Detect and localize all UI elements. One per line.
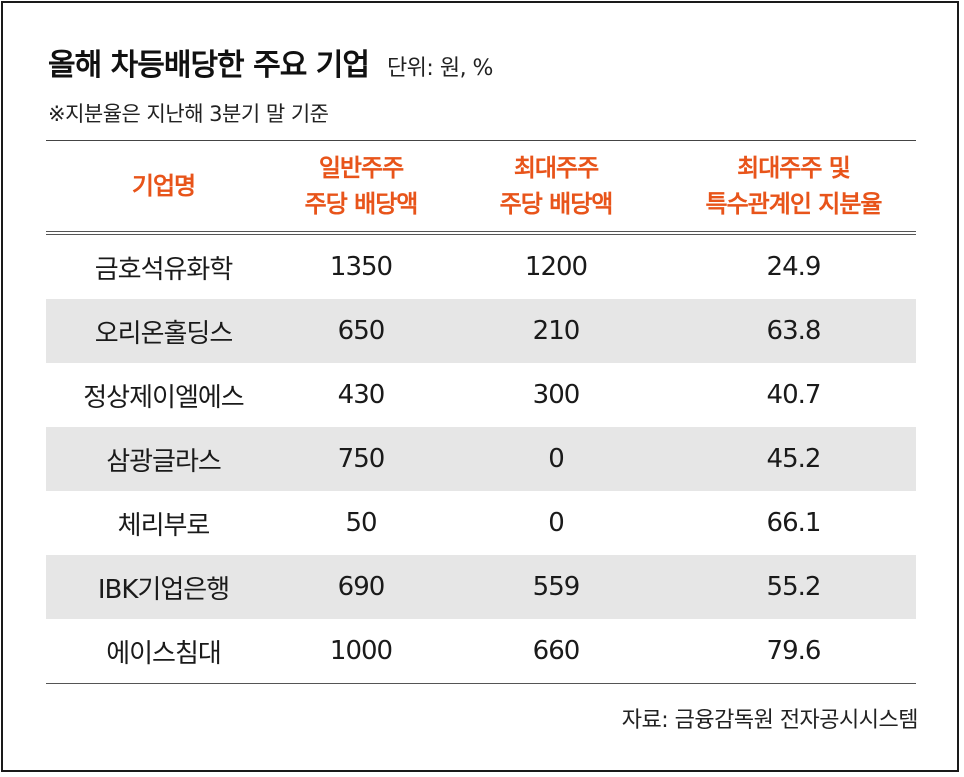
cell-company: 체리부로: [117, 510, 211, 541]
cell-company: IBK기업은행: [97, 574, 230, 605]
cell-major: 0: [548, 444, 565, 474]
cell-general: 1000: [329, 636, 393, 666]
header-stake: 최대주주 및 특수관계인 지분율: [671, 150, 916, 222]
cell-major: 1200: [524, 252, 588, 282]
table-row: 오리온홀딩스 650 210 63.8: [46, 299, 916, 363]
unit-label: 단위: 원, %: [386, 56, 494, 81]
title-row: 올해 차등배당한 주요 기업 단위: 원, %: [48, 40, 493, 84]
header-major-line2: 주당 배당액: [499, 190, 614, 218]
table-row: 에이스침대 1000 660 79.6: [46, 619, 916, 683]
cell-company: 오리온홀딩스: [94, 318, 234, 349]
table-row: 금호석유화학 1350 1200 24.9: [46, 235, 916, 299]
cell-stake: 63.8: [766, 316, 822, 346]
cell-major: 300: [532, 380, 581, 410]
cell-general: 50: [345, 508, 377, 538]
cell-general: 750: [337, 444, 386, 474]
cell-stake: 79.6: [766, 636, 822, 666]
header-company: 기업명: [46, 168, 281, 204]
cell-major: 0: [548, 508, 565, 538]
header-general-line2: 주당 배당액: [304, 190, 419, 218]
cell-stake: 55.2: [766, 572, 822, 602]
header-major-line1: 최대주주: [513, 154, 599, 182]
cell-company: 삼광글라스: [106, 446, 222, 477]
table-row: IBK기업은행 690 559 55.2: [46, 555, 916, 619]
table-bottom-rule: [46, 683, 916, 684]
cell-company: 정상제이엘에스: [83, 382, 244, 413]
table-top-rule: [46, 140, 916, 141]
dividend-table: 기업명 일반주주 주당 배당액 최대주주 주당 배당액 최대주주 및 특수관계인…: [46, 140, 916, 684]
cell-stake: 24.9: [766, 252, 822, 282]
page-title: 올해 차등배당한 주요 기업: [48, 48, 370, 83]
cell-major: 210: [532, 316, 581, 346]
cell-general: 430: [337, 380, 386, 410]
cell-general: 690: [337, 572, 386, 602]
cell-company: 금호석유화학: [94, 254, 234, 285]
source-note: 자료: 금융감독원 전자공시시스템: [621, 708, 919, 733]
cell-stake: 45.2: [766, 444, 822, 474]
header-company-label: 기업명: [131, 172, 196, 200]
cell-major: 660: [532, 636, 581, 666]
table-row: 체리부로 50 0 66.1: [46, 491, 916, 555]
header-general-dividend: 일반주주 주당 배당액: [281, 150, 441, 222]
table-header: 기업명 일반주주 주당 배당액 최대주주 주당 배당액 최대주주 및 특수관계인…: [46, 141, 916, 235]
header-stake-line1: 최대주주 및: [737, 154, 851, 182]
cell-stake: 40.7: [766, 380, 822, 410]
table-row: 삼광글라스 750 0 45.2: [46, 427, 916, 491]
footnote: ※지분율은 지난해 3분기 말 기준: [48, 102, 329, 126]
cell-major: 559: [532, 572, 581, 602]
header-stake-line2: 특수관계인 지분율: [705, 190, 883, 218]
cell-general: 650: [337, 316, 386, 346]
header-major-dividend: 최대주주 주당 배당액: [441, 150, 671, 222]
table-row: 정상제이엘에스 430 300 40.7: [46, 363, 916, 427]
cell-company: 에이스침대: [106, 638, 222, 669]
cell-stake: 66.1: [766, 508, 822, 538]
header-general-line1: 일반주주: [318, 154, 404, 182]
cell-general: 1350: [329, 252, 393, 282]
